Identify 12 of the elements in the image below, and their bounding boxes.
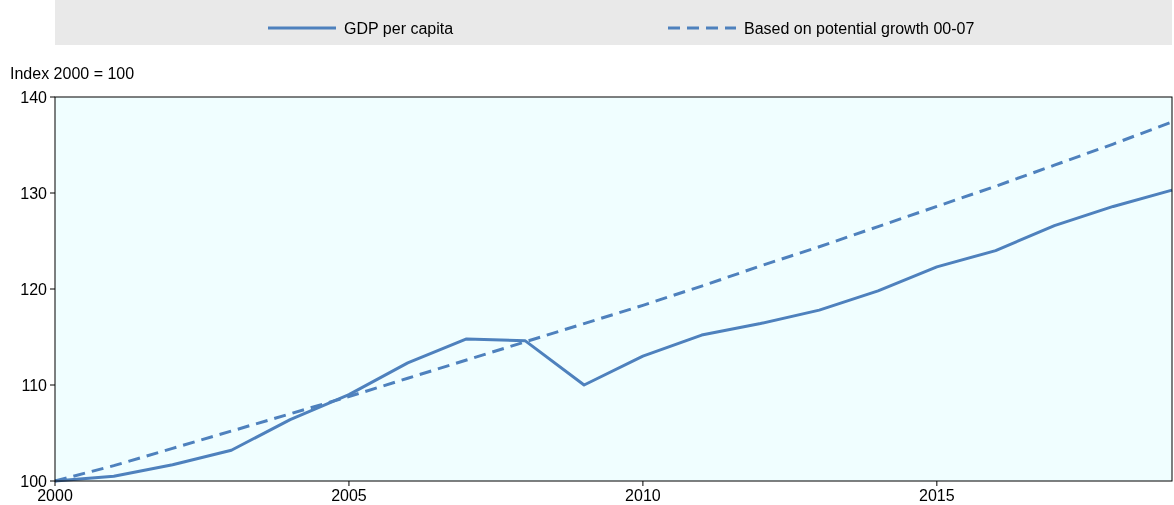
y-tick-label: 110 [21, 376, 48, 394]
legend-label: GDP per capita [344, 19, 454, 37]
y-tick-label: 100 [20, 472, 48, 490]
y-tick-label: 130 [20, 184, 48, 202]
y-axis-title: Index 2000 = 100 [10, 65, 135, 82]
x-tick-label: 2000 [37, 487, 73, 504]
y-tick-label: 120 [20, 280, 48, 298]
x-tick-label: 2015 [919, 487, 955, 504]
x-tick-label: 2005 [331, 487, 367, 504]
x-tick-label: 2010 [625, 487, 661, 504]
y-tick-label: 140 [20, 88, 48, 106]
legend-label: Based on potential growth 00-07 [744, 19, 975, 37]
